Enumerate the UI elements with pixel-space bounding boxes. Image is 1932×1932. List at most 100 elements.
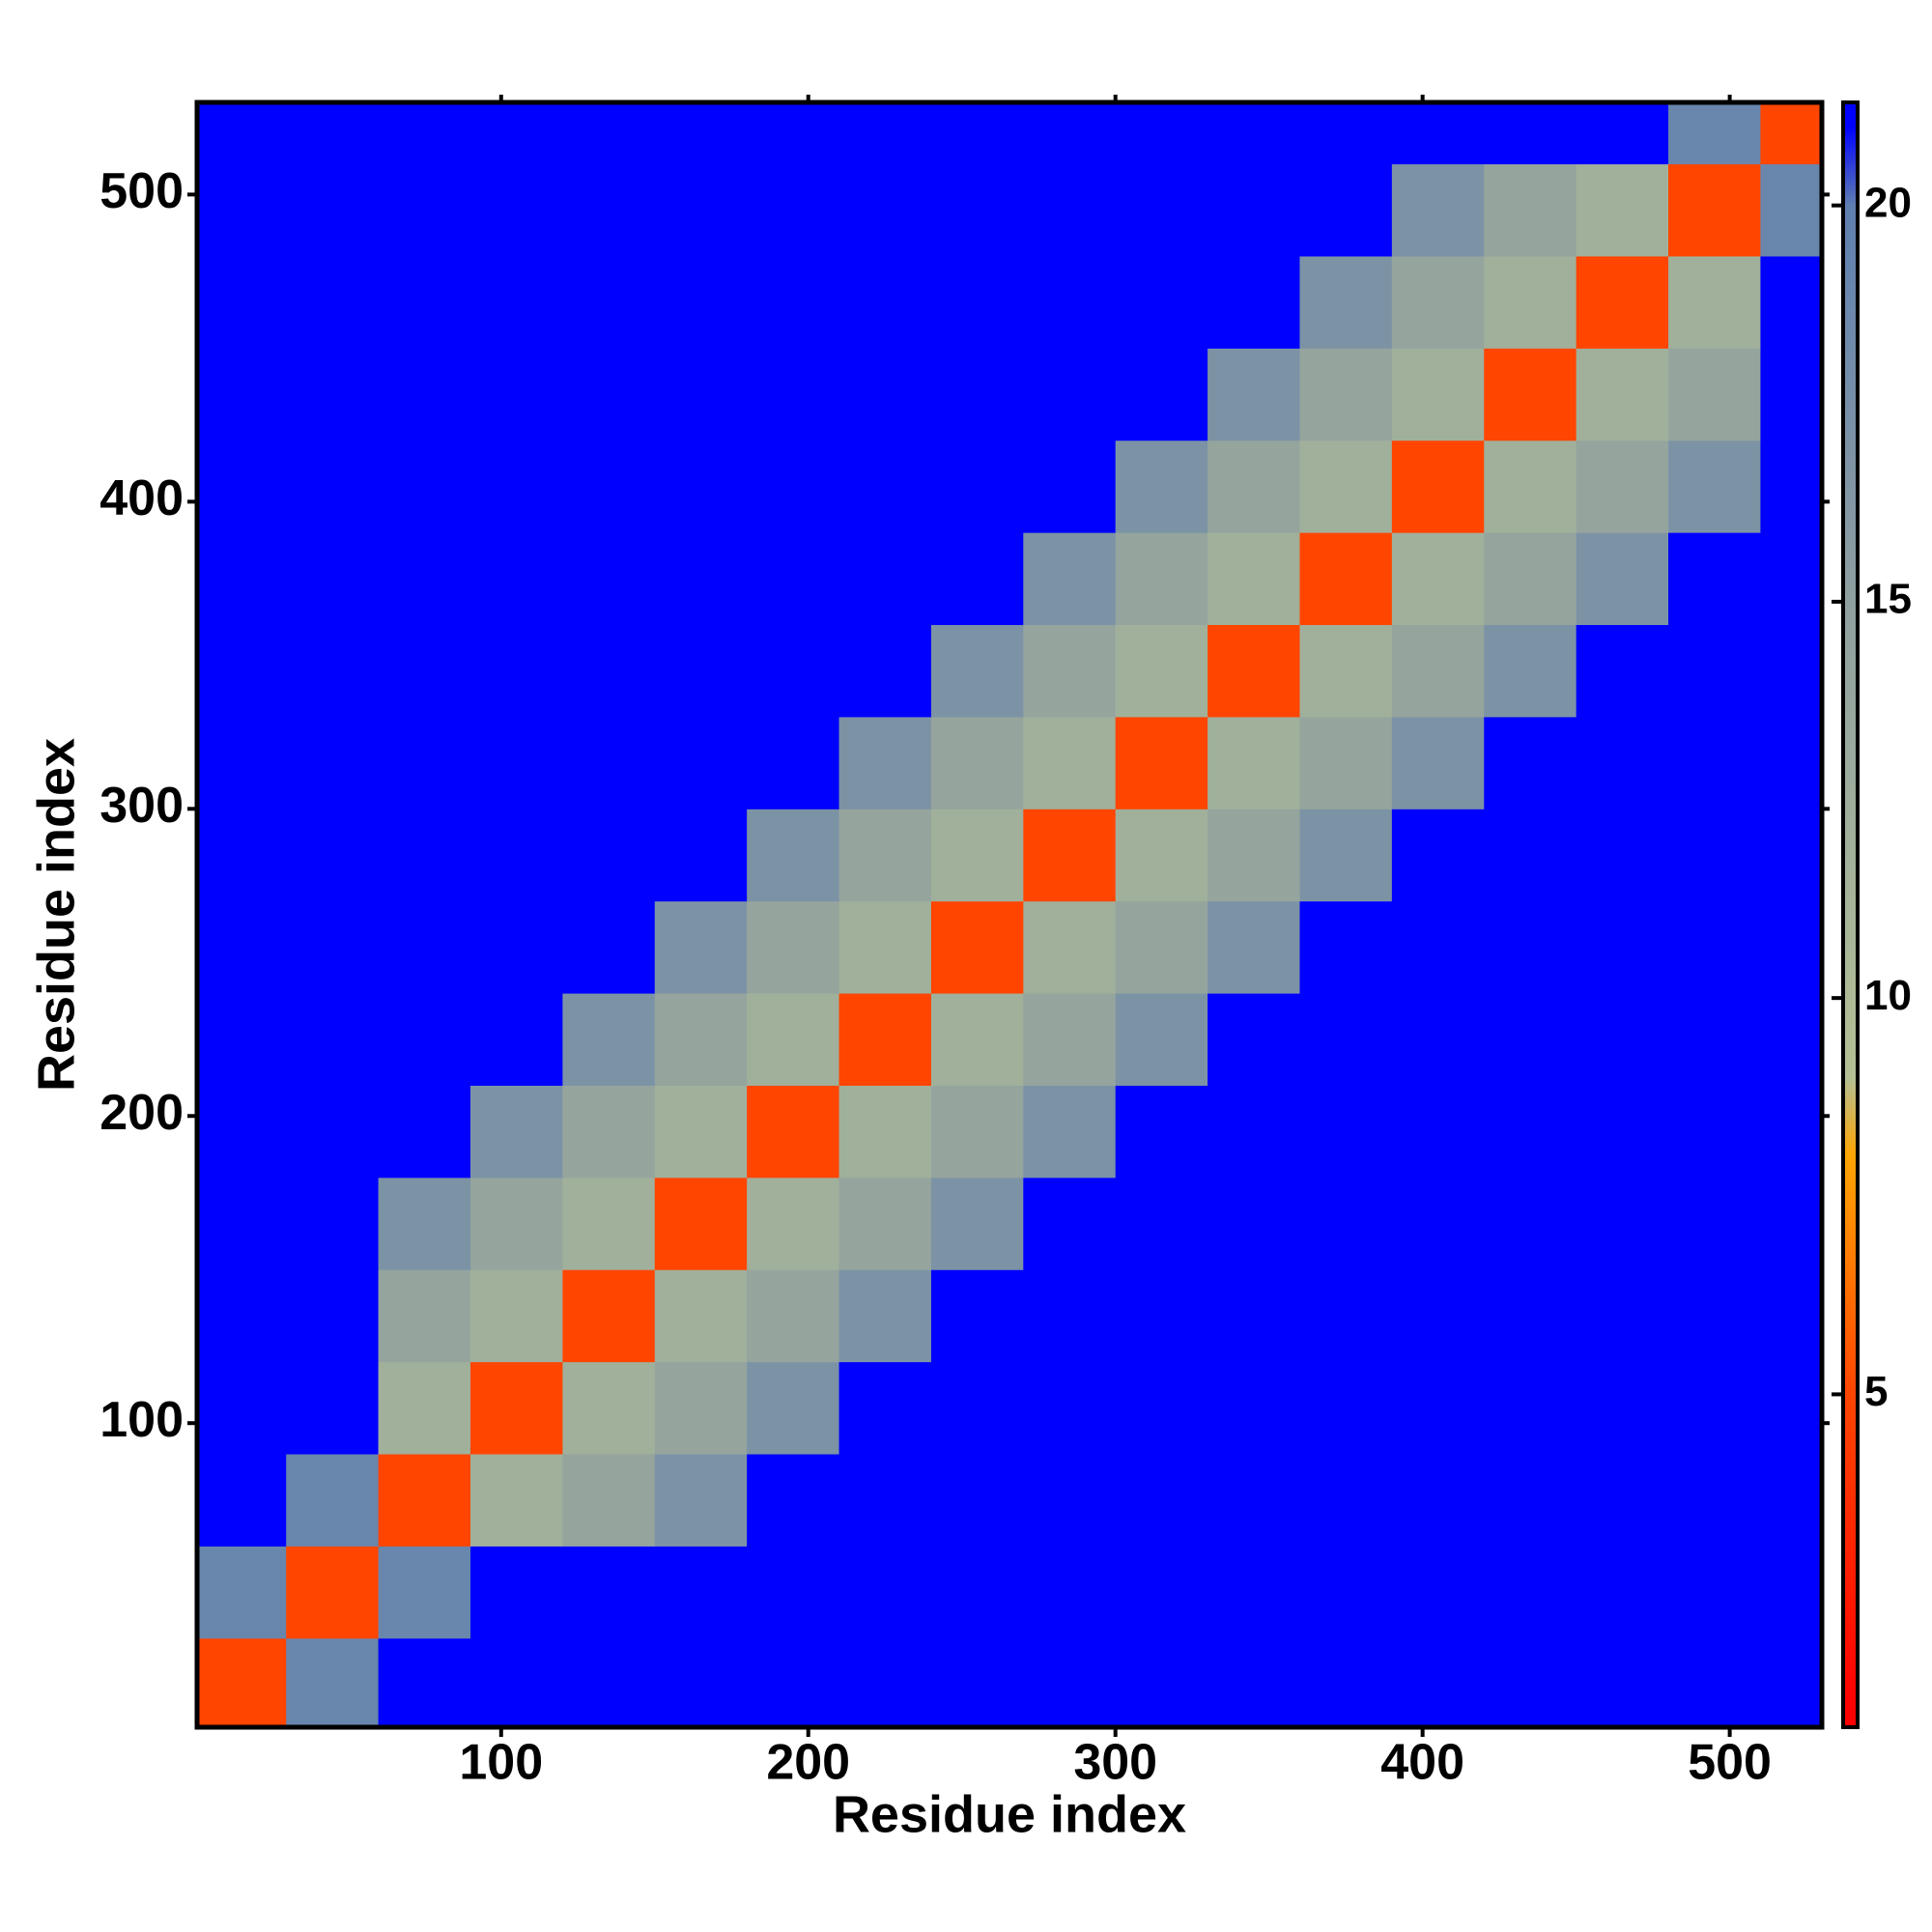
heatmap-cell [654, 255, 748, 349]
heatmap-cell [654, 1637, 748, 1727]
heatmap-cell [197, 1546, 287, 1639]
heatmap-cell [1391, 348, 1485, 441]
heatmap-cell [930, 1177, 1024, 1270]
heatmap-cell [654, 900, 748, 994]
heatmap-cell [1668, 1637, 1761, 1727]
heatmap-cell [562, 1637, 656, 1727]
heatmap-cell [1115, 255, 1208, 349]
heatmap-cell [286, 163, 380, 257]
heatmap-cell [1299, 1177, 1393, 1270]
heatmap-cell [838, 102, 932, 165]
heatmap-cell [1299, 348, 1393, 441]
heatmap-cell [1484, 1269, 1577, 1363]
heatmap-cell [1023, 624, 1117, 718]
heatmap-cell [747, 1637, 840, 1727]
heatmap-cell [378, 716, 471, 810]
heatmap-cell [1668, 809, 1761, 902]
heatmap-cell [1484, 809, 1577, 902]
heatmap-cell [1115, 1361, 1208, 1455]
heatmap-cell [1115, 624, 1208, 718]
heatmap-cell [1299, 440, 1393, 533]
x-axis-title: Residue index [833, 1785, 1186, 1843]
heatmap-cell [286, 624, 380, 718]
heatmap-cell [1484, 102, 1577, 165]
heatmap-cell [654, 163, 748, 257]
x-tick-label: 500 [1688, 1735, 1772, 1791]
heatmap-cell [1208, 716, 1300, 810]
heatmap-cell [930, 900, 1024, 994]
heatmap-cell [1668, 1085, 1761, 1179]
heatmap-cell [1668, 1546, 1761, 1639]
heatmap-cell [286, 900, 380, 994]
heatmap-cell [1760, 255, 1822, 349]
heatmap-cell [838, 440, 932, 533]
heatmap-cell [1484, 348, 1577, 441]
heatmap-cell [747, 1454, 840, 1547]
heatmap-cell [1484, 993, 1577, 1086]
heatmap-cell [747, 532, 840, 626]
heatmap-cell [1576, 624, 1669, 718]
heatmap-cell [1299, 993, 1393, 1086]
heatmap-cell [1576, 348, 1669, 441]
heatmap-cell [747, 1085, 840, 1179]
heatmap-cell [1023, 1546, 1117, 1639]
heatmap-cell [1391, 1177, 1485, 1270]
heatmap-cell [838, 1637, 932, 1727]
heatmap-cell [1576, 900, 1669, 994]
colorbar [1841, 100, 1860, 1729]
heatmap-cell [1668, 102, 1761, 165]
heatmap-cell [1023, 900, 1117, 994]
heatmap [197, 102, 1822, 1727]
heatmap-cell [1208, 532, 1300, 626]
heatmap-cell [469, 1637, 563, 1727]
heatmap-cell [838, 348, 932, 441]
heatmap-cell [378, 1454, 471, 1547]
heatmap-cell [838, 1269, 932, 1363]
heatmap-cell [1668, 1454, 1761, 1547]
heatmap-cell [378, 348, 471, 441]
heatmap-cell [469, 1454, 563, 1547]
heatmap-cell [1391, 809, 1485, 902]
heatmap-cell [747, 348, 840, 441]
heatmap-cell [1023, 809, 1117, 902]
heatmap-cell [378, 809, 471, 902]
y-tick-label: 500 [99, 163, 184, 219]
heatmap-cell [838, 1177, 932, 1270]
heatmap-cell [1576, 163, 1669, 257]
heatmap-cell [1484, 255, 1577, 349]
heatmap-cell [1576, 1361, 1669, 1455]
heatmap-cell [1208, 1269, 1300, 1363]
y-axis-title: Residue index [27, 738, 85, 1092]
heatmap-cell [654, 624, 748, 718]
heatmap-cell [654, 440, 748, 533]
heatmap-cell [1299, 624, 1393, 718]
heatmap-cell [1023, 993, 1117, 1086]
heatmap-cell [838, 255, 932, 349]
heatmap-cell [1115, 716, 1208, 810]
y-tick-label: 300 [99, 778, 184, 834]
heatmap-cell [378, 624, 471, 718]
heatmap-cell [1115, 1454, 1208, 1547]
heatmap-cell [1208, 1085, 1300, 1179]
heatmap-cell [1576, 1454, 1669, 1547]
heatmap-cell [1668, 1269, 1761, 1363]
heatmap-cell [1576, 1637, 1669, 1727]
heatmap-cell [747, 1177, 840, 1270]
heatmap-cell [469, 1085, 563, 1179]
x-tick-label: 100 [459, 1735, 543, 1791]
heatmap-cell [1115, 900, 1208, 994]
heatmap-cell [197, 993, 287, 1086]
heatmap-cell [1208, 1177, 1300, 1270]
heatmap-cell [930, 255, 1024, 349]
heatmap-cell [562, 102, 656, 165]
heatmap-cell [562, 1454, 656, 1547]
heatmap-cell [1576, 1177, 1669, 1270]
colorbar-tick-label: 5 [1864, 1368, 1888, 1415]
heatmap-cell [197, 348, 287, 441]
heatmap-cell [197, 809, 287, 902]
heatmap-cell [1484, 716, 1577, 810]
heatmap-cell [378, 1177, 471, 1270]
heatmap-cell [1760, 1546, 1822, 1639]
heatmap-cell [838, 624, 932, 718]
heatmap-cell [1299, 102, 1393, 165]
